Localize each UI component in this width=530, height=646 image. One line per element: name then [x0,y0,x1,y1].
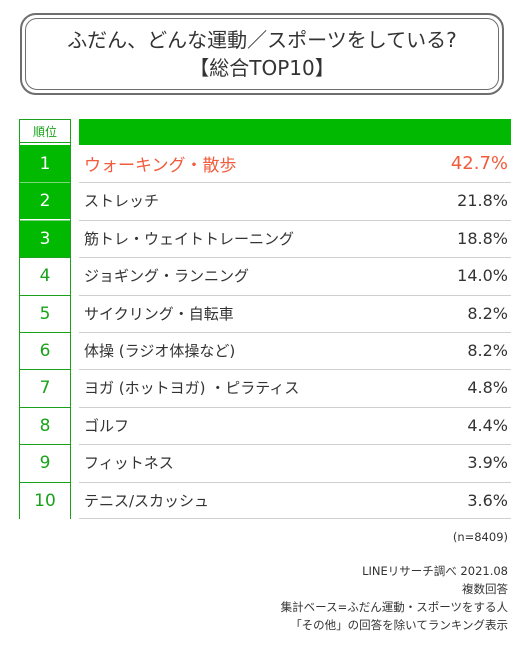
title-box: ふだん、どんな運動／スポーツをしている? 【総合TOP10】 [20,13,504,95]
item-label: サイクリング・自転車 [84,304,234,323]
rank-column: 1 2 3 4 5 6 7 8 9 10 [19,143,71,519]
item-value: 3.6% [467,490,508,510]
base-note: 集計ベース=ふだん運動・スポーツをする人 [280,600,508,614]
source-note: LINEリサーチ調べ 2021.08 [362,564,508,578]
rank-cell: 3 [20,219,70,257]
rank-cell: 2 [20,182,70,220]
row-divider [79,332,511,333]
item-value: 14.0% [457,266,508,286]
item-label: ジョギング・ランニング [84,267,250,286]
method-note: 複数回答 [462,582,508,596]
item-label: ゴルフ [84,416,130,435]
row-divider [79,481,511,483]
rank-cell: 8 [20,406,70,444]
rank-cell: 5 [20,294,70,332]
row-divider [79,182,511,184]
item-label: テニス/スカッシュ [84,491,210,510]
sample-size-note: (n=8409) [452,530,508,544]
rank-cell: 10 [20,481,70,519]
rank-cell: 4 [20,257,70,295]
item-value: 8.2% [467,341,508,360]
row-divider [79,518,511,519]
item-value: 4.4% [467,415,508,435]
rank-cell: 9 [20,444,70,482]
row-divider [79,444,511,446]
item-label: ウォーキング・散歩 [84,156,237,176]
row-divider [79,406,511,408]
item-label: ヨガ (ホットヨガ) ・ピラティス [84,379,300,398]
item-label: 体操 (ラジオ体操など) [84,342,236,360]
row-divider [79,294,511,296]
rank-cell: 6 [20,332,70,369]
item-label: ストレッチ [84,192,160,211]
row-divider [79,219,511,221]
chart-subtitle: 【総合TOP10】 [189,56,335,80]
item-value: 4.8% [467,378,508,398]
table-header-bar [79,119,511,145]
item-value: 3.9% [467,453,508,473]
title-inner-frame: ふだん、どんな運動／スポーツをしている? 【総合TOP10】 [25,18,499,90]
item-value: 42.7% [450,153,508,174]
chart-title: ふだん、どんな運動／スポーツをしている? [67,28,457,52]
rank-cell: 1 [20,145,70,182]
item-label: 筋トレ・ウェイトトレーニング [84,229,295,248]
item-label: フィットネス [84,454,174,473]
exclusion-note: 「その他」の回答を除いてランキング表示 [290,618,508,632]
rank-cell: 7 [20,369,70,407]
item-value: 21.8% [457,191,508,211]
item-value: 8.2% [467,303,508,323]
row-divider [79,369,511,371]
row-divider [79,257,511,259]
item-value: 18.8% [457,228,508,248]
rank-column-header: 順位 [19,119,71,143]
